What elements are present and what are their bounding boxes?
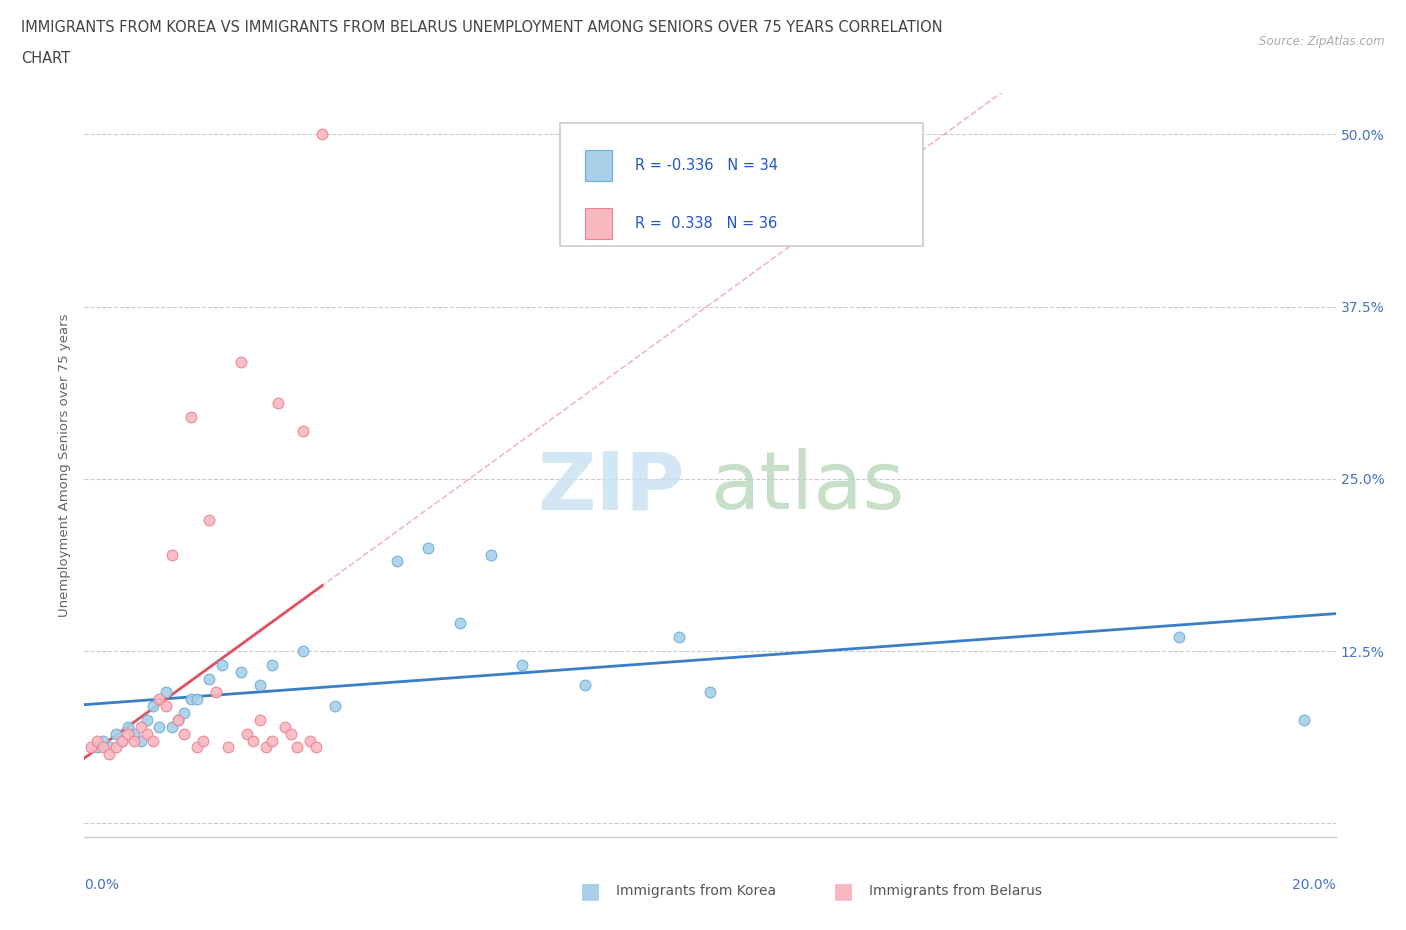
Point xyxy=(136,712,159,727)
Point xyxy=(79,740,101,755)
Point xyxy=(129,733,152,748)
FancyBboxPatch shape xyxy=(585,150,613,180)
Point xyxy=(292,423,315,438)
Point xyxy=(262,733,284,748)
Point xyxy=(111,733,134,748)
Point xyxy=(305,740,328,755)
Point xyxy=(173,706,195,721)
Point xyxy=(254,740,277,755)
Point xyxy=(98,740,121,755)
Point xyxy=(160,719,183,734)
Point xyxy=(136,726,159,741)
Point xyxy=(173,726,195,741)
Point xyxy=(148,719,170,734)
Point xyxy=(699,684,721,699)
Point xyxy=(229,354,252,369)
Point xyxy=(91,733,114,748)
Text: IMMIGRANTS FROM KOREA VS IMMIGRANTS FROM BELARUS UNEMPLOYMENT AMONG SENIORS OVER: IMMIGRANTS FROM KOREA VS IMMIGRANTS FROM… xyxy=(21,20,942,35)
Point xyxy=(229,664,252,679)
Y-axis label: Unemployment Among Seniors over 75 years: Unemployment Among Seniors over 75 years xyxy=(58,313,72,617)
Point xyxy=(117,719,139,734)
Text: 20.0%: 20.0% xyxy=(1292,878,1336,892)
Point xyxy=(280,726,302,741)
Text: R =  0.338   N = 36: R = 0.338 N = 36 xyxy=(636,216,778,231)
Point xyxy=(155,684,177,699)
Point xyxy=(167,712,190,727)
Text: atlas: atlas xyxy=(710,448,904,526)
Point xyxy=(249,712,271,727)
Point xyxy=(249,678,271,693)
Text: ■: ■ xyxy=(834,881,853,901)
Point xyxy=(86,740,108,755)
Point xyxy=(323,698,346,713)
Point xyxy=(273,719,295,734)
Point xyxy=(262,658,284,672)
Point xyxy=(124,726,146,741)
Point xyxy=(298,733,321,748)
Point xyxy=(186,692,208,707)
Point xyxy=(311,126,333,141)
Text: R = -0.336   N = 34: R = -0.336 N = 34 xyxy=(636,158,778,173)
Point xyxy=(668,630,690,644)
Point xyxy=(186,740,208,755)
Point xyxy=(91,740,114,755)
Point xyxy=(449,616,471,631)
Point xyxy=(142,698,165,713)
Point xyxy=(104,726,127,741)
Point xyxy=(236,726,259,741)
Point xyxy=(198,671,221,686)
Point xyxy=(111,733,134,748)
Point xyxy=(211,658,233,672)
Point xyxy=(479,547,502,562)
Text: CHART: CHART xyxy=(21,51,70,66)
Point xyxy=(180,409,202,424)
Point xyxy=(418,540,440,555)
Text: Immigrants from Korea: Immigrants from Korea xyxy=(616,884,776,898)
Point xyxy=(180,692,202,707)
Point xyxy=(104,740,127,755)
Point xyxy=(385,554,409,569)
Point xyxy=(198,512,221,527)
Point xyxy=(129,719,152,734)
Point xyxy=(117,726,139,741)
Point xyxy=(285,740,308,755)
Text: ■: ■ xyxy=(581,881,600,901)
Point xyxy=(217,740,239,755)
Point xyxy=(160,547,183,562)
FancyBboxPatch shape xyxy=(560,123,922,246)
Point xyxy=(204,684,226,699)
Point xyxy=(142,733,165,748)
Point xyxy=(193,733,215,748)
Text: Immigrants from Belarus: Immigrants from Belarus xyxy=(869,884,1042,898)
Point xyxy=(148,692,170,707)
Point xyxy=(1294,712,1316,727)
Point xyxy=(292,644,315,658)
Point xyxy=(512,658,534,672)
Point xyxy=(267,395,290,410)
Point xyxy=(242,733,264,748)
Text: 0.0%: 0.0% xyxy=(84,878,120,892)
Point xyxy=(98,747,121,762)
Point xyxy=(167,712,190,727)
Point xyxy=(155,698,177,713)
Point xyxy=(574,678,596,693)
Point xyxy=(86,733,108,748)
Text: ZIP: ZIP xyxy=(537,448,685,526)
Point xyxy=(124,733,146,748)
Text: Source: ZipAtlas.com: Source: ZipAtlas.com xyxy=(1260,35,1385,48)
Point xyxy=(1168,630,1191,644)
FancyBboxPatch shape xyxy=(585,207,613,239)
